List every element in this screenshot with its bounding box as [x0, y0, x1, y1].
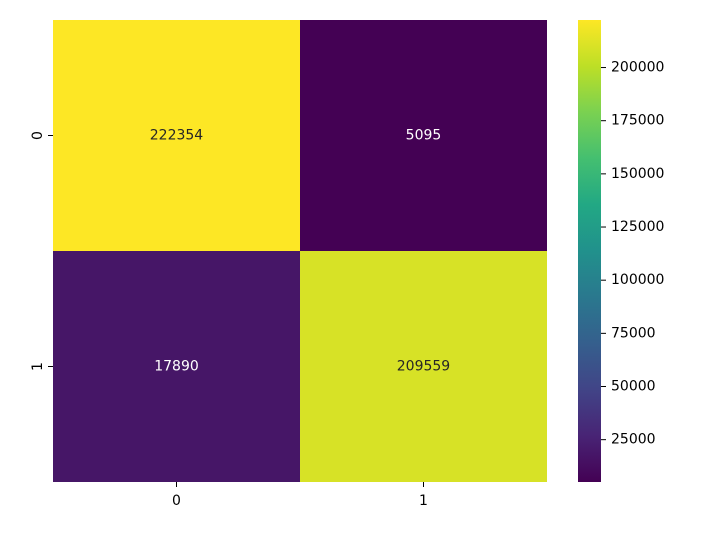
cell-annotations: 222354 5095 17890 209559 — [150, 128, 450, 375]
heatmap-cell-0-1 — [300, 20, 547, 251]
colorbar-tick-label-0: 25000 — [611, 432, 656, 448]
cell-annotation-1-0: 17890 — [154, 359, 199, 375]
colorbar-tick-label-2: 75000 — [611, 325, 656, 341]
x-tick-label-0: 0 — [172, 493, 181, 509]
y-tick-label-1: 1 — [30, 362, 46, 371]
colorbar-tick-label-3: 100000 — [611, 272, 664, 288]
x-tick-label-1: 1 — [419, 493, 428, 509]
colorbar-ticks: 25000 50000 75000 100000 125000 150000 175000 2… — [601, 60, 664, 448]
colorbar — [578, 20, 601, 482]
y-tick-label-0: 0 — [30, 131, 46, 140]
colorbar-tick-label-4: 125000 — [611, 219, 664, 235]
colorbar-tick-label-6: 175000 — [611, 113, 664, 129]
heatmap-cell-0-0 — [53, 20, 300, 251]
colorbar-tick-label-1: 50000 — [611, 379, 656, 395]
heatmap-cell-1-1 — [300, 251, 547, 482]
colorbar-tick-label-7: 200000 — [611, 60, 664, 76]
y-axis: 01 — [30, 131, 53, 371]
cell-annotation-0-1: 5095 — [406, 128, 442, 144]
cell-annotation-0-0: 222354 — [150, 128, 204, 144]
heatmap-cell-1-0 — [53, 251, 300, 482]
heatmap-cells — [53, 20, 547, 482]
colorbar-tick-label-5: 150000 — [611, 166, 664, 182]
cell-annotation-1-1: 209559 — [397, 359, 450, 375]
